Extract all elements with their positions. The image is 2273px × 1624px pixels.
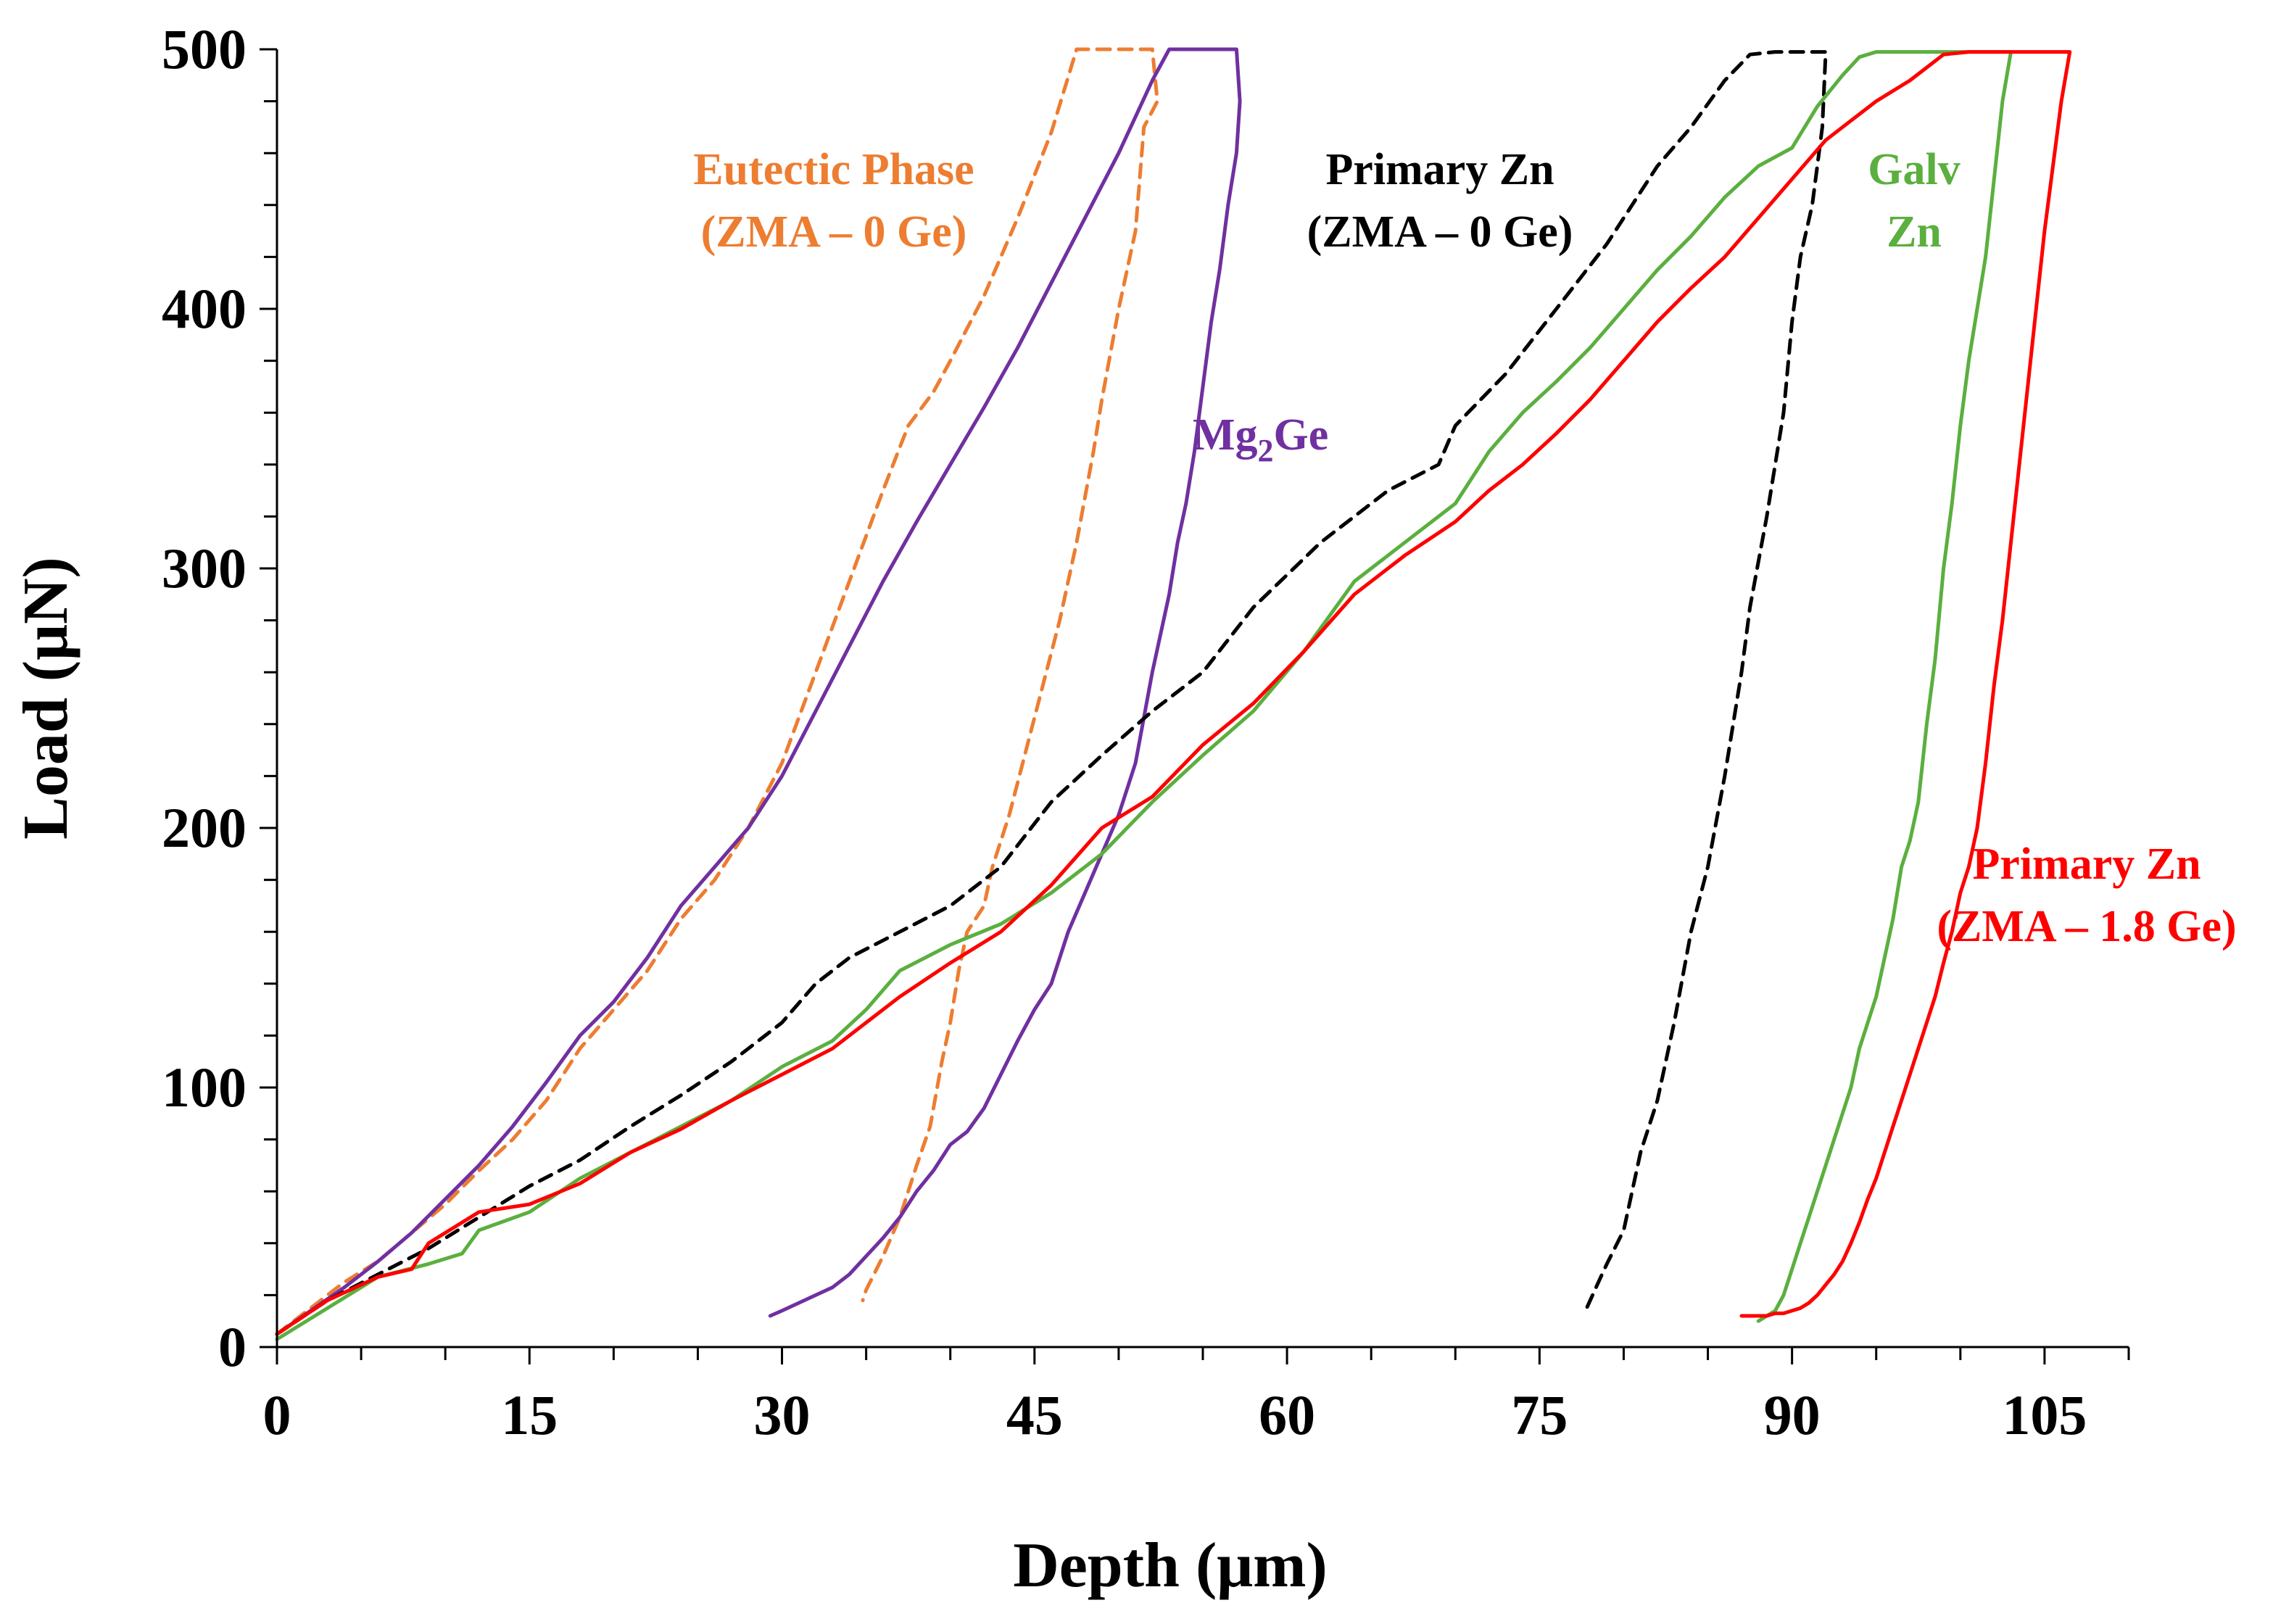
eutectic-phase-curve	[275, 47, 1159, 1336]
series-label-primary-zn-0ge-line2: (ZMA – 0 Ge)	[1307, 207, 1573, 257]
y-tick-label: 400	[162, 277, 247, 340]
y-tick-label: 100	[162, 1056, 247, 1119]
y-tick-label: 300	[162, 536, 247, 600]
x-axis-title: Depth (μm)	[1013, 1530, 1328, 1601]
series-label-primary-zn-18ge-line2: (ZMA – 1.8 Ge)	[1937, 902, 2236, 951]
series-label-mg2ge: Mg2Ge	[1193, 410, 1328, 468]
x-tick-label: 30	[754, 1383, 811, 1446]
series-label-primary-zn-18ge-line1: Primary Zn	[1972, 840, 2200, 889]
series-curves	[275, 47, 2072, 1341]
axis-ticks	[260, 48, 2130, 1364]
y-axis-title: Load (μN)	[11, 557, 81, 840]
x-tick-label: 105	[2002, 1383, 2087, 1446]
y-tick-label: 0	[218, 1315, 247, 1378]
primary-zn-0ge-curve	[275, 50, 1828, 1336]
x-tick-label: 60	[1259, 1383, 1315, 1446]
x-tick-label: 90	[1764, 1383, 1821, 1446]
mg2ge-label-end: Ge	[1274, 410, 1329, 460]
x-tick-label: 0	[263, 1383, 291, 1446]
chart-axes	[276, 49, 2129, 1348]
series-label-eutectic-line1: Eutectic Phase	[693, 145, 974, 194]
series-label-eutectic-line2: (ZMA – 0 Ge)	[701, 207, 967, 257]
series-label-primary-zn-0ge-line1: Primary Zn	[1325, 145, 1554, 194]
series-label-galv-zn-line1: Galv	[1868, 145, 1960, 194]
primary-zn-18ge-curve	[275, 50, 2072, 1336]
y-tick-label: 200	[162, 796, 247, 859]
mg2ge-label-subscript: 2	[1258, 433, 1274, 468]
y-tick-label: 500	[162, 17, 247, 80]
x-tick-label: 45	[1006, 1383, 1063, 1446]
mg2ge-label-main: Mg	[1193, 410, 1258, 460]
x-tick-label: 75	[1511, 1383, 1568, 1446]
series-label-galv-zn-line2: Zn	[1887, 207, 1942, 257]
mg2ge-curve	[275, 47, 1242, 1336]
galv-zn-curve	[275, 50, 2013, 1341]
x-tick-label: 15	[501, 1383, 558, 1446]
tick-labels: 0 15 30 45 60 75 90 105 0 100 200 300 400 500	[162, 17, 2087, 1446]
